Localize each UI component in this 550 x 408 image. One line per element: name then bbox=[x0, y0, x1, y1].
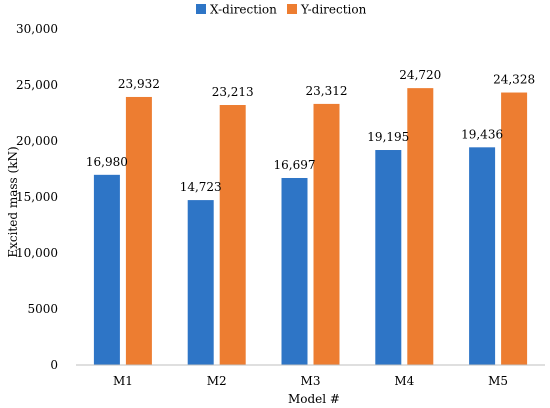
x-tick-label: M3 bbox=[301, 374, 321, 388]
x-tick-label: M4 bbox=[394, 374, 414, 388]
data-label: 19,436 bbox=[461, 127, 503, 141]
y-tick-label: 10,000 bbox=[16, 246, 58, 260]
bar-x-direction-m5 bbox=[469, 147, 496, 365]
y-tick-label: 30,000 bbox=[16, 22, 58, 36]
bar-x-direction-m1 bbox=[93, 174, 120, 365]
bar-x-direction-m2 bbox=[187, 200, 214, 365]
y-tick-label: 15,000 bbox=[16, 190, 58, 204]
y-axis-title: Excited mass (kN) bbox=[6, 146, 20, 257]
bar-x-direction-m4 bbox=[375, 150, 402, 365]
y-tick-label: 5000 bbox=[27, 302, 58, 316]
bar-y-direction-m4 bbox=[407, 88, 434, 366]
x-tick-label: M2 bbox=[207, 374, 227, 388]
legend-swatch-y-direction bbox=[287, 4, 297, 14]
bars bbox=[93, 88, 528, 366]
x-tick-label: M1 bbox=[113, 374, 133, 388]
y-tick-label: 0 bbox=[50, 358, 58, 372]
bar-y-direction-m1 bbox=[125, 96, 152, 365]
data-label: 24,328 bbox=[493, 73, 535, 87]
data-label: 16,697 bbox=[274, 158, 316, 172]
legend-label: Y-direction bbox=[300, 3, 367, 17]
x-axis: M1 M2 M3 M4 M5 bbox=[76, 364, 545, 388]
data-label: 14,723 bbox=[180, 180, 222, 194]
y-axis: 0 5000 10,000 15,000 20,000 25,000 30,000 bbox=[16, 22, 58, 372]
data-label: 19,195 bbox=[367, 130, 409, 144]
data-label: 23,312 bbox=[306, 84, 348, 98]
y-tick-label: 25,000 bbox=[16, 78, 58, 92]
y-tick-label: 20,000 bbox=[16, 134, 58, 148]
data-label: 23,932 bbox=[118, 77, 160, 91]
data-label: 16,980 bbox=[86, 155, 128, 169]
data-labels: 16,980 23,932 14,723 23,213 16,697 23,312 19,1… bbox=[86, 68, 535, 194]
legend: X-direction Y-direction bbox=[196, 3, 367, 17]
bar-y-direction-m3 bbox=[313, 103, 340, 365]
x-axis-title: Model # bbox=[288, 392, 340, 406]
legend-swatch-x-direction bbox=[196, 4, 206, 14]
bar-y-direction-m5 bbox=[501, 92, 528, 365]
x-tick-label: M5 bbox=[488, 374, 508, 388]
data-label: 23,213 bbox=[212, 85, 254, 99]
legend-label: X-direction bbox=[210, 3, 277, 17]
data-label: 24,720 bbox=[399, 68, 441, 82]
bar-x-direction-m3 bbox=[281, 177, 308, 365]
bar-y-direction-m2 bbox=[219, 105, 246, 365]
